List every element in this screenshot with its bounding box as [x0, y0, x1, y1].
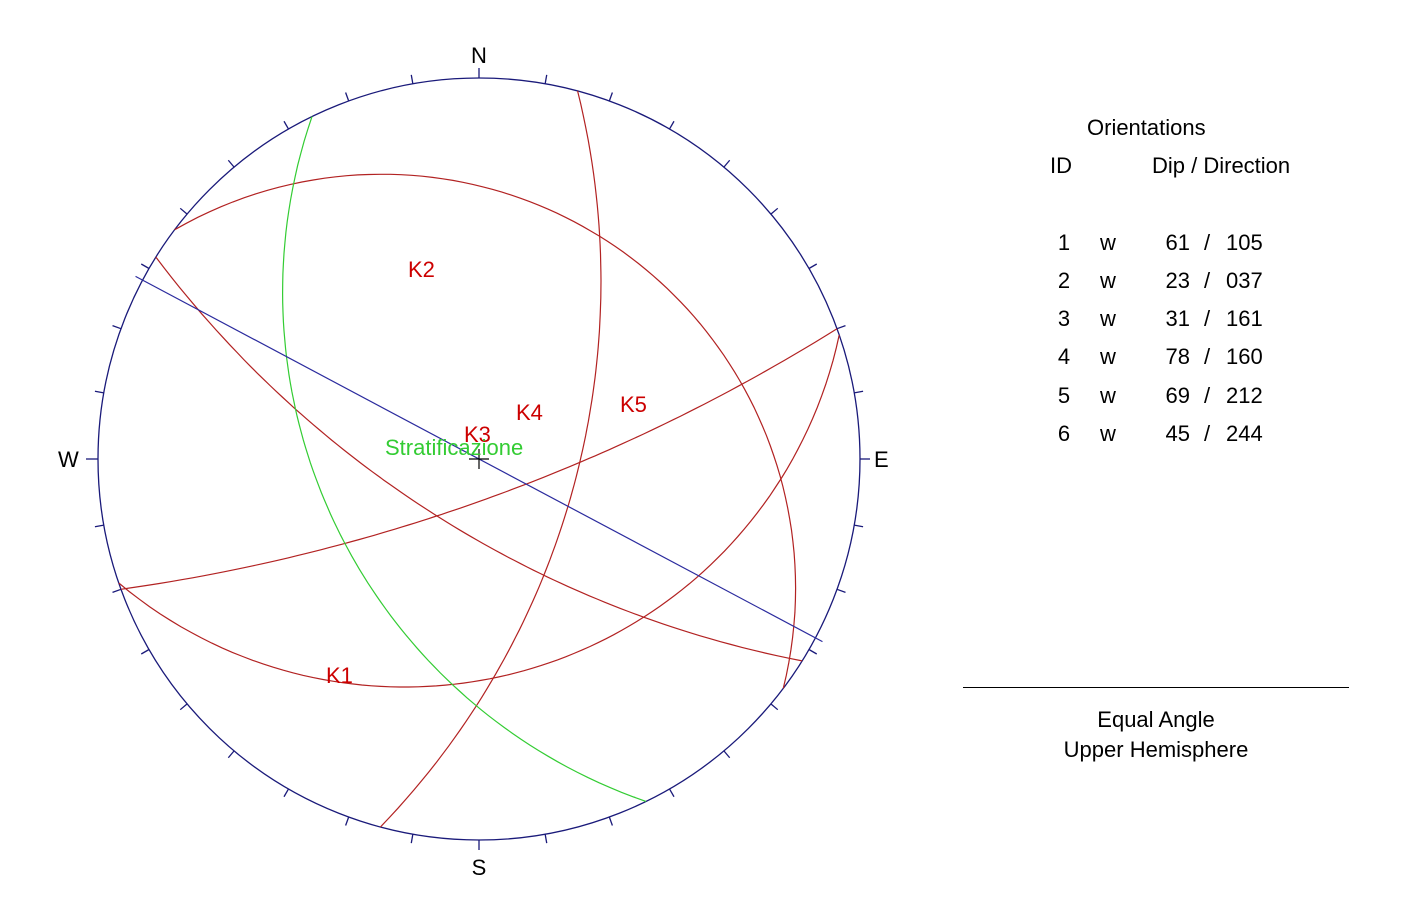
row-dip: 61 — [1165, 230, 1190, 255]
tick-mark — [410, 834, 414, 844]
tick-mark — [179, 207, 188, 215]
row-dip: 69 — [1165, 383, 1190, 408]
row-direction: 161 — [1226, 306, 1263, 331]
great-circle-stratificazione — [281, 116, 647, 802]
header-dip-direction: Dip / Direction — [1152, 153, 1291, 178]
tick-mark — [770, 207, 779, 215]
tick-mark — [854, 390, 864, 394]
plane-label-k2: K2 — [408, 257, 435, 282]
tick-mark — [770, 703, 779, 711]
tick-mark — [836, 325, 846, 330]
tick-mark — [179, 703, 188, 711]
compass-west: W — [58, 447, 79, 472]
tick-mark — [112, 588, 122, 593]
tick-mark — [140, 263, 150, 270]
tick-mark — [227, 750, 235, 759]
compass-south: S — [472, 855, 487, 880]
row-direction: 212 — [1226, 383, 1263, 408]
row-separator: / — [1203, 230, 1211, 255]
tick-mark — [668, 120, 675, 130]
row-dip: 45 — [1165, 421, 1190, 446]
plane-label-k4: K4 — [516, 400, 543, 425]
tick-mark — [544, 74, 548, 84]
row-separator: / — [1203, 306, 1211, 331]
row-dip: 23 — [1165, 268, 1190, 293]
row-id: 1 — [1057, 230, 1071, 255]
great-circle-k3 — [118, 334, 840, 688]
orientation-row: 1 w 61 / 105 — [1040, 230, 1300, 260]
row-mode: w — [1100, 230, 1116, 255]
plane-label-k5: K5 — [620, 392, 647, 417]
compass-stubs — [86, 68, 870, 850]
tick-mark — [808, 648, 818, 655]
row-id: 3 — [1057, 306, 1071, 331]
tick-mark — [723, 159, 731, 168]
row-id: 5 — [1057, 383, 1071, 408]
tick-marks — [94, 74, 864, 844]
center-cross — [469, 449, 489, 469]
row-mode: w — [1100, 344, 1116, 369]
orientation-row: 6 w 45 / 244 — [1040, 421, 1300, 451]
tick-mark — [94, 390, 104, 394]
orientation-row: 5 w 69 / 212 — [1040, 383, 1300, 413]
great-circle-k5 — [155, 256, 803, 662]
tick-mark — [283, 788, 290, 798]
tick-mark — [808, 263, 818, 270]
tick-mark — [854, 524, 864, 528]
orientation-row: 4 w 78 / 160 — [1040, 344, 1300, 374]
row-separator: / — [1203, 421, 1211, 446]
row-separator: / — [1203, 344, 1211, 369]
orientations-title: Orientations — [1087, 115, 1206, 140]
row-mode: w — [1100, 421, 1116, 446]
plane-label-stratificazione: Stratificazione — [385, 435, 523, 460]
row-id: 2 — [1057, 268, 1071, 293]
tick-mark — [140, 648, 150, 655]
tick-mark — [94, 524, 104, 528]
row-dip: 31 — [1165, 306, 1190, 331]
orientation-row: 3 w 31 / 161 — [1040, 306, 1300, 336]
compass-north: N — [471, 43, 487, 68]
great-circle-k4 — [120, 328, 838, 590]
orientation-row: 2 w 23 / 037 — [1040, 268, 1300, 298]
tick-mark — [836, 588, 846, 593]
tick-mark — [723, 750, 731, 759]
projection-type: Equal Angle — [1097, 707, 1215, 732]
row-id: 4 — [1057, 344, 1071, 369]
tick-mark — [345, 816, 350, 826]
row-direction: 105 — [1226, 230, 1263, 255]
row-mode: w — [1100, 268, 1116, 293]
row-id: 6 — [1057, 421, 1071, 446]
tick-mark — [283, 120, 290, 130]
tick-mark — [410, 74, 414, 84]
hemisphere: Upper Hemisphere — [1063, 737, 1249, 762]
row-mode: w — [1100, 306, 1116, 331]
tick-mark — [345, 92, 350, 102]
great-circle-k1 — [379, 90, 602, 828]
great-circles — [118, 90, 840, 828]
tick-mark — [227, 159, 235, 168]
tick-mark — [608, 816, 613, 826]
tick-mark — [544, 834, 548, 844]
row-direction: 037 — [1226, 268, 1263, 293]
divider-line — [963, 687, 1349, 688]
row-direction: 160 — [1226, 344, 1263, 369]
tick-mark — [608, 92, 613, 102]
great-circle-k2 — [174, 173, 797, 689]
tick-mark — [112, 325, 122, 330]
plane-label-k3: K3 — [464, 422, 491, 447]
row-mode: w — [1100, 383, 1116, 408]
row-dip: 78 — [1165, 344, 1190, 369]
row-separator: / — [1203, 383, 1211, 408]
plane-label-k1: K1 — [326, 663, 353, 688]
row-separator: / — [1203, 268, 1211, 293]
stereonet: N S E W K1 K2 K3 K4 K5 Stratificazione — [58, 43, 889, 880]
tick-mark — [668, 788, 675, 798]
compass-east: E — [874, 447, 889, 472]
row-direction: 244 — [1226, 421, 1263, 446]
header-id: ID — [1050, 153, 1072, 178]
